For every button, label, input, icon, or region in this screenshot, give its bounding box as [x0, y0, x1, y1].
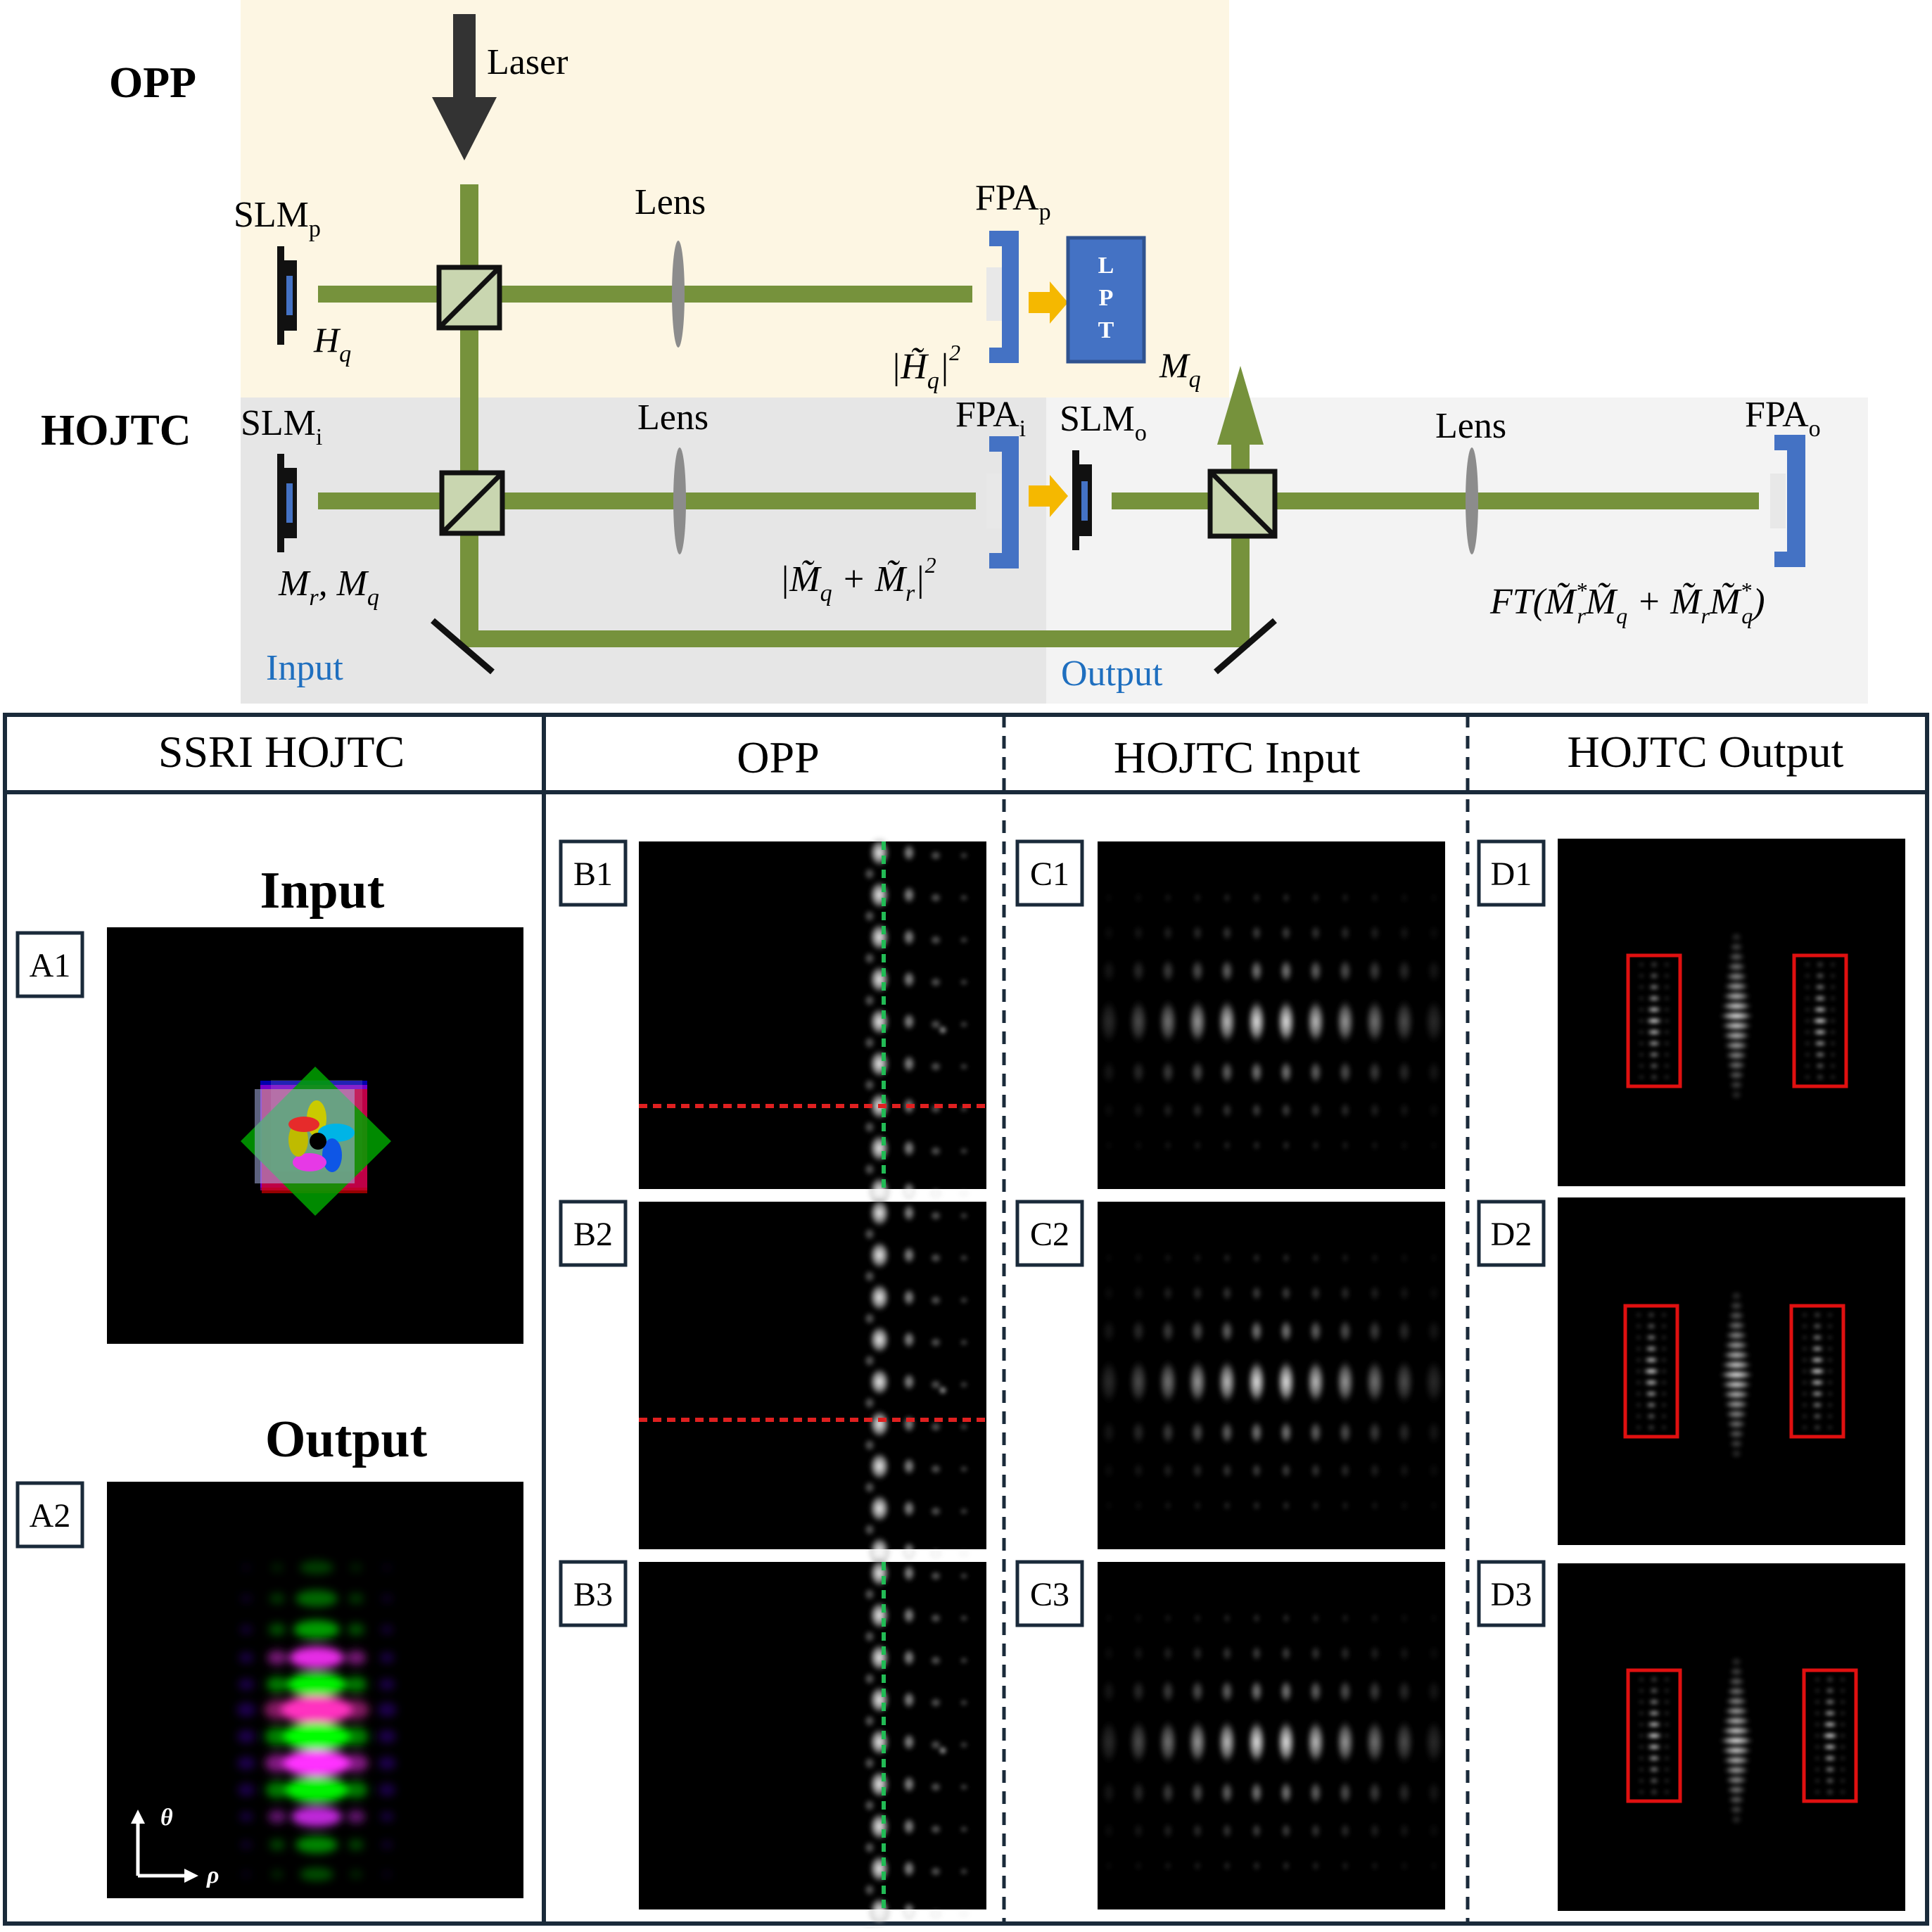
- lpt-box: [1066, 236, 1146, 364]
- header-opp: OPP: [737, 732, 819, 782]
- slm-p-label: SLMp: [234, 195, 321, 242]
- panel-label-b3: B3: [559, 1560, 628, 1627]
- lpt-letter-p: P: [1099, 285, 1114, 311]
- mirror-lower-left: [431, 618, 495, 675]
- lens-input-label: Lens: [637, 398, 708, 438]
- lpt-letter-t: T: [1098, 317, 1114, 343]
- h-q-label: Hq: [313, 320, 351, 367]
- header-hojtc-input: HOJTC Input: [1114, 732, 1360, 782]
- axis-rho-label: ρ: [206, 1862, 220, 1888]
- panel-label-text: D3: [1491, 1576, 1532, 1613]
- output-region-label: Output: [1061, 654, 1163, 694]
- panel-label-text: C2: [1030, 1216, 1069, 1253]
- fpa-i-label: FPAi: [955, 395, 1026, 442]
- panel-label-c2: C2: [1015, 1200, 1084, 1267]
- beam-paths: [318, 184, 1759, 647]
- panel-label-text: C1: [1030, 856, 1069, 893]
- panel-label-text: D1: [1491, 856, 1532, 893]
- panel-d1-image: [1558, 839, 1905, 1186]
- fpa-p-label: FPAp: [975, 178, 1051, 225]
- axis-theta-label: θ: [160, 1805, 173, 1831]
- panel-c1-image: [1098, 841, 1445, 1189]
- fpa-i-device: [986, 436, 1019, 568]
- beam-splitter-input: [439, 470, 505, 536]
- panel-b1-image: [639, 837, 986, 1219]
- fpa-p-device: [986, 231, 1019, 363]
- hojtc-section-label: HOJTC: [41, 407, 191, 455]
- panel-label-c1: C1: [1015, 839, 1084, 907]
- polar-axis: [131, 1810, 198, 1883]
- slm-i-label: SLMi: [241, 403, 322, 450]
- ssri-input-title: Input: [260, 862, 385, 920]
- opp-region-bg: [241, 0, 1229, 398]
- laser-label: Laser: [487, 42, 568, 82]
- panel-label-text: C3: [1030, 1576, 1069, 1613]
- arrow-to-lpt: [1029, 281, 1068, 324]
- results-table: SSRI HOJTC OPP HOJTC Input HOJTC Output …: [3, 713, 1929, 1932]
- a1-flower: [288, 1100, 355, 1172]
- input-region-label: Input: [266, 648, 343, 688]
- header-ssri-hojtc: SSRI HOJTC: [158, 727, 405, 777]
- lens-output: [1466, 447, 1478, 554]
- panel-label-d1: D1: [1477, 839, 1546, 907]
- panel-label-text: D2: [1491, 1216, 1532, 1253]
- panel-a2-image: θ ρ: [107, 1482, 523, 1898]
- fpa-o-label: FPAo: [1745, 395, 1821, 442]
- panel-b3-image: [639, 1558, 986, 1932]
- laser-arrow: [432, 14, 497, 160]
- panel-label-text: B2: [573, 1216, 613, 1253]
- fpa-o-device: [1770, 435, 1805, 567]
- lpt-letter-l: L: [1098, 253, 1114, 279]
- hojtc-input-region-bg: [241, 398, 1046, 704]
- mirror-lower-right: [1214, 618, 1277, 675]
- slm-o-label: SLMo: [1060, 399, 1147, 446]
- input-formula-label: Mr, Mq: [278, 564, 379, 611]
- panel-label-text: B3: [573, 1576, 613, 1613]
- panel-label-d2: D2: [1477, 1200, 1546, 1267]
- panel-d2-image: [1558, 1197, 1905, 1545]
- beam-splitter-output: [1207, 469, 1278, 539]
- opp-section-label: OPP: [109, 59, 196, 107]
- lens-opp: [672, 241, 685, 348]
- arrow-to-slm-o: [1029, 475, 1068, 517]
- panel-label-text: A2: [30, 1497, 71, 1534]
- slm-i-device: [277, 454, 297, 552]
- hojtc-output-region-bg: [1046, 398, 1868, 704]
- ssri-output-title: Output: [265, 1411, 428, 1468]
- panel-d3-image: [1558, 1563, 1905, 1911]
- panel-label-a2: A2: [15, 1481, 84, 1549]
- lens-opp-label: Lens: [635, 182, 706, 222]
- panel-a1-image: [107, 927, 523, 1344]
- lens-input: [673, 447, 686, 554]
- lens-output-label: Lens: [1435, 406, 1506, 446]
- slm-o-device: [1072, 450, 1092, 550]
- panel-label-b1: B1: [559, 839, 628, 907]
- panel-c3-image: [1098, 1562, 1445, 1909]
- output-formula-label: FT(M̃* rM̃q + M̃rM̃* q): [1489, 578, 1765, 628]
- slm-p-device: [277, 246, 297, 345]
- panel-b2-image: [639, 1197, 986, 1579]
- h-q-power-label: |H̃q|2: [891, 340, 960, 394]
- panel-label-text: A1: [30, 947, 71, 984]
- beam-splitter-opp: [436, 265, 502, 331]
- panel-c2-image: [1098, 1202, 1445, 1549]
- joint-power-label: |M̃q + M̃r|2: [780, 552, 936, 606]
- panel-label-d3: D3: [1477, 1560, 1546, 1627]
- header-hojtc-output: HOJTC Output: [1568, 727, 1844, 777]
- panel-label-b2: B2: [559, 1200, 628, 1267]
- optical-setup: OPP HOJTC Laser: [41, 0, 1868, 704]
- m-q-label: Mq: [1159, 345, 1201, 393]
- panel-label-a1: A1: [15, 931, 84, 998]
- panel-label-text: B1: [573, 856, 613, 893]
- panel-label-c3: C3: [1015, 1560, 1084, 1627]
